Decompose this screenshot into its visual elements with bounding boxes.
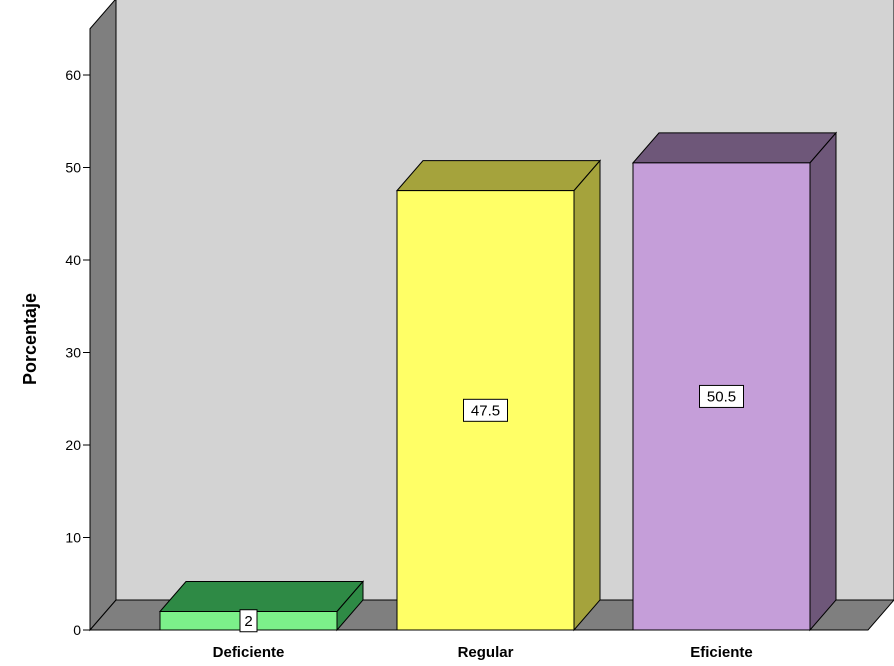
y-tick-label: 20 — [65, 437, 81, 453]
data-label-box — [239, 609, 258, 633]
bar-top-face — [395, 160, 602, 192]
data-label: 50.5 — [707, 388, 736, 405]
bar-side-face — [573, 159, 601, 632]
y-axis: 0 10 20 30 40 50 60 — [65, 67, 90, 638]
y-axis-title: Porcentaje — [20, 293, 40, 385]
y-tick-label: 10 — [65, 530, 81, 546]
data-label: 2 — [244, 613, 252, 630]
bar-top-face — [158, 581, 365, 612]
bar-top-face — [631, 132, 838, 164]
bar-side-face — [809, 131, 837, 632]
data-label: 47.5 — [471, 402, 500, 419]
y-tick-label: 0 — [73, 622, 81, 638]
x-category-label: Eficiente — [690, 644, 753, 661]
bars: 2 47.5 50.5 — [158, 131, 838, 633]
data-label-box — [463, 398, 508, 422]
bar-eficiente: 50.5 — [631, 131, 838, 632]
bar-regular: 47.5 — [395, 159, 602, 632]
data-label-box — [699, 384, 744, 408]
y-tick-label: 30 — [65, 345, 81, 361]
x-axis-category-labels: Deficiente Regular Eficiente — [213, 644, 753, 661]
bar-deficiente: 2 — [158, 580, 365, 633]
x-category-label: Deficiente — [213, 644, 285, 661]
x-category-label: Regular — [458, 644, 514, 661]
y-tick-label: 50 — [65, 160, 81, 176]
chart-left-wall — [89, 0, 117, 632]
y-tick-label: 40 — [65, 252, 81, 268]
y-tick-label: 60 — [65, 67, 81, 83]
